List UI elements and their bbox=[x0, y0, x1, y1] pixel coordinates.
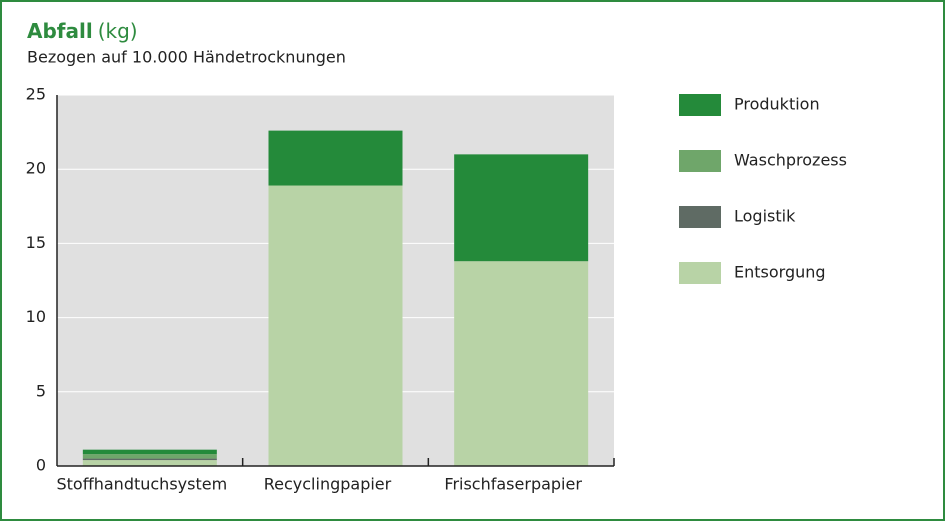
bar-segment bbox=[82, 458, 217, 461]
chart-subtitle: Bezogen auf 10.000 Händetrocknungen bbox=[27, 48, 346, 67]
legend-swatch bbox=[679, 94, 721, 116]
y-tick-label: 10 bbox=[26, 307, 46, 326]
y-tick-label: 25 bbox=[26, 85, 46, 104]
legend-swatch bbox=[679, 262, 721, 284]
legend-label: Waschprozess bbox=[734, 151, 847, 170]
y-tick-label: 0 bbox=[36, 456, 46, 475]
y-tick-label: 20 bbox=[26, 159, 46, 178]
bar-segment bbox=[82, 460, 217, 466]
bar-segment bbox=[454, 261, 589, 466]
title-main: Abfall bbox=[27, 19, 93, 43]
legend-label: Logistik bbox=[734, 207, 796, 226]
x-tick-label: Stoffhandtuchsystem bbox=[56, 475, 227, 494]
legend-label: Produktion bbox=[734, 95, 820, 114]
chart-title: Abfall (kg) bbox=[27, 19, 138, 43]
x-tick-label: Recyclingpapier bbox=[264, 475, 392, 494]
title-unit: (kg) bbox=[98, 19, 138, 43]
legend-swatch bbox=[679, 206, 721, 228]
bar-segment bbox=[268, 130, 403, 186]
y-tick-label: 5 bbox=[36, 381, 46, 400]
legend-label: Entsorgung bbox=[734, 263, 826, 282]
bar-segment bbox=[82, 454, 217, 459]
bar-segment bbox=[268, 185, 403, 467]
x-tick-label: Frischfaserpapier bbox=[444, 475, 582, 494]
bar-segment bbox=[82, 449, 217, 455]
bar-segment bbox=[454, 154, 589, 262]
y-tick-label: 15 bbox=[26, 233, 46, 252]
legend-swatch bbox=[679, 150, 721, 172]
